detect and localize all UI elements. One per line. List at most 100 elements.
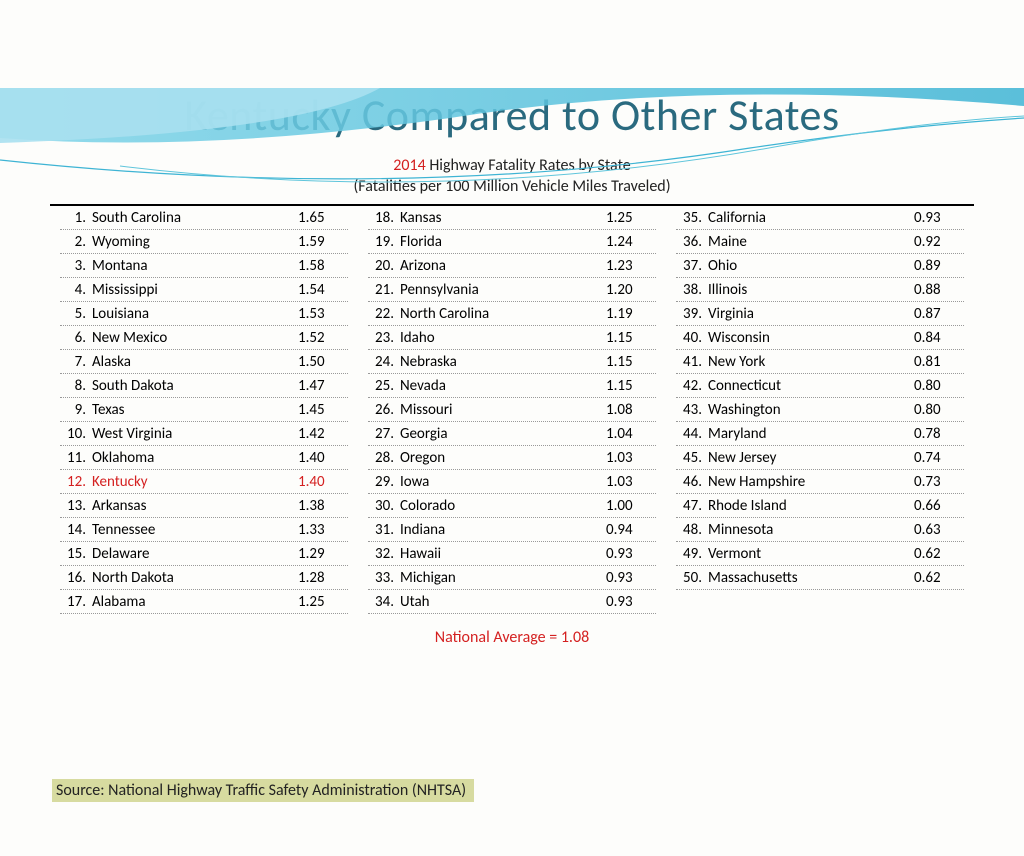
rate-cell: 1.59	[298, 230, 348, 254]
rate-cell: 0.74	[914, 446, 964, 470]
rate-cell: 1.40	[298, 470, 348, 494]
rate-cell: 1.58	[298, 254, 348, 278]
state-cell: Utah	[396, 590, 606, 614]
subtitle-line2: (Fatalities per 100 Million Vehicle Mile…	[353, 177, 670, 196]
rate-cell: 1.53	[298, 302, 348, 326]
table-row: 9.Texas1.45	[60, 398, 348, 422]
rate-cell: 1.15	[606, 350, 656, 374]
rank-cell: 23.	[368, 326, 396, 350]
rate-cell: 0.62	[914, 542, 964, 566]
state-cell: Florida	[396, 230, 606, 254]
table-row: 39.Virginia0.87	[676, 302, 964, 326]
rate-cell: 1.65	[298, 206, 348, 230]
table-row: 7.Alaska1.50	[60, 350, 348, 374]
rank-cell: 29.	[368, 470, 396, 494]
table-row: 43.Washington0.80	[676, 398, 964, 422]
table-row: 13.Arkansas1.38	[60, 494, 348, 518]
rank-cell: 36.	[676, 230, 704, 254]
national-average: National Average = 1.08	[0, 628, 1024, 647]
rank-cell: 9.	[60, 398, 88, 422]
table-row: 42.Connecticut0.80	[676, 374, 964, 398]
rate-cell: 1.20	[606, 278, 656, 302]
state-cell: Virginia	[704, 302, 914, 326]
rank-cell: 3.	[60, 254, 88, 278]
table-row: 21.Pennsylvania1.20	[368, 278, 656, 302]
table-row: 48.Minnesota0.63	[676, 518, 964, 542]
rank-cell: 41.	[676, 350, 704, 374]
rank-cell: 15.	[60, 542, 88, 566]
rate-cell: 0.81	[914, 350, 964, 374]
state-cell: Ohio	[704, 254, 914, 278]
state-cell: Alabama	[88, 590, 298, 614]
state-cell: New Jersey	[704, 446, 914, 470]
rate-cell: 0.93	[606, 542, 656, 566]
rate-cell: 1.25	[298, 590, 348, 614]
state-cell: Wyoming	[88, 230, 298, 254]
state-cell: Louisiana	[88, 302, 298, 326]
table-row: 10.West Virginia1.42	[60, 422, 348, 446]
state-cell: West Virginia	[88, 422, 298, 446]
table-row: 26.Missouri1.08	[368, 398, 656, 422]
state-cell: Oregon	[396, 446, 606, 470]
table-row: 30.Colorado1.00	[368, 494, 656, 518]
rank-cell: 11.	[60, 446, 88, 470]
rank-cell: 27.	[368, 422, 396, 446]
state-cell: Mississippi	[88, 278, 298, 302]
rank-cell: 2.	[60, 230, 88, 254]
rate-cell: 0.93	[606, 566, 656, 590]
state-cell: Montana	[88, 254, 298, 278]
state-cell: Massachusetts	[704, 566, 914, 590]
rate-cell: 1.08	[606, 398, 656, 422]
table-row: 44.Maryland0.78	[676, 422, 964, 446]
state-cell: Hawaii	[396, 542, 606, 566]
rank-cell: 40.	[676, 326, 704, 350]
table-row: 4.Mississippi1.54	[60, 278, 348, 302]
rate-cell: 0.87	[914, 302, 964, 326]
state-cell: New Hampshire	[704, 470, 914, 494]
state-cell: Oklahoma	[88, 446, 298, 470]
table-row: 19.Florida1.24	[368, 230, 656, 254]
rank-cell: 39.	[676, 302, 704, 326]
table-row: 34.Utah0.93	[368, 590, 656, 614]
rate-cell: 1.52	[298, 326, 348, 350]
page-title: Kentucky Compared to Other States	[0, 88, 1024, 142]
subtitle-year: 2014	[393, 156, 425, 175]
rank-cell: 7.	[60, 350, 88, 374]
rate-cell: 1.03	[606, 470, 656, 494]
rank-cell: 31.	[368, 518, 396, 542]
rate-cell: 0.73	[914, 470, 964, 494]
table-row: 1.South Carolina1.65	[60, 206, 348, 230]
table-row: 36.Maine0.92	[676, 230, 964, 254]
table-row: 16.North Dakota1.28	[60, 566, 348, 590]
table-row: 41.New York0.81	[676, 350, 964, 374]
rate-cell: 1.15	[606, 326, 656, 350]
state-cell: Maryland	[704, 422, 914, 446]
rate-cell: 0.89	[914, 254, 964, 278]
rank-cell: 10.	[60, 422, 88, 446]
rank-cell: 4.	[60, 278, 88, 302]
table-row: 24.Nebraska1.15	[368, 350, 656, 374]
state-cell: Maine	[704, 230, 914, 254]
rank-cell: 6.	[60, 326, 88, 350]
state-cell: Delaware	[88, 542, 298, 566]
table-row: 23.Idaho1.15	[368, 326, 656, 350]
rank-cell: 44.	[676, 422, 704, 446]
rank-cell: 24.	[368, 350, 396, 374]
table-row: 50.Massachusetts0.62	[676, 566, 964, 590]
table-row: 22.North Carolina1.19	[368, 302, 656, 326]
state-cell: Connecticut	[704, 374, 914, 398]
table-row: 3.Montana1.58	[60, 254, 348, 278]
table-row: 15.Delaware1.29	[60, 542, 348, 566]
state-cell: Michigan	[396, 566, 606, 590]
table-row: 35.California0.93	[676, 206, 964, 230]
table-row: 11.Oklahoma1.40	[60, 446, 348, 470]
table-row: 20.Arizona1.23	[368, 254, 656, 278]
rank-cell: 21.	[368, 278, 396, 302]
table-row: 38.Illinois0.88	[676, 278, 964, 302]
rate-cell: 0.84	[914, 326, 964, 350]
rank-cell: 37.	[676, 254, 704, 278]
state-cell: North Dakota	[88, 566, 298, 590]
state-cell: Pennsylvania	[396, 278, 606, 302]
rate-cell: 0.93	[606, 590, 656, 614]
subtitle-line1: Highway Fatality Rates by State	[426, 156, 631, 175]
